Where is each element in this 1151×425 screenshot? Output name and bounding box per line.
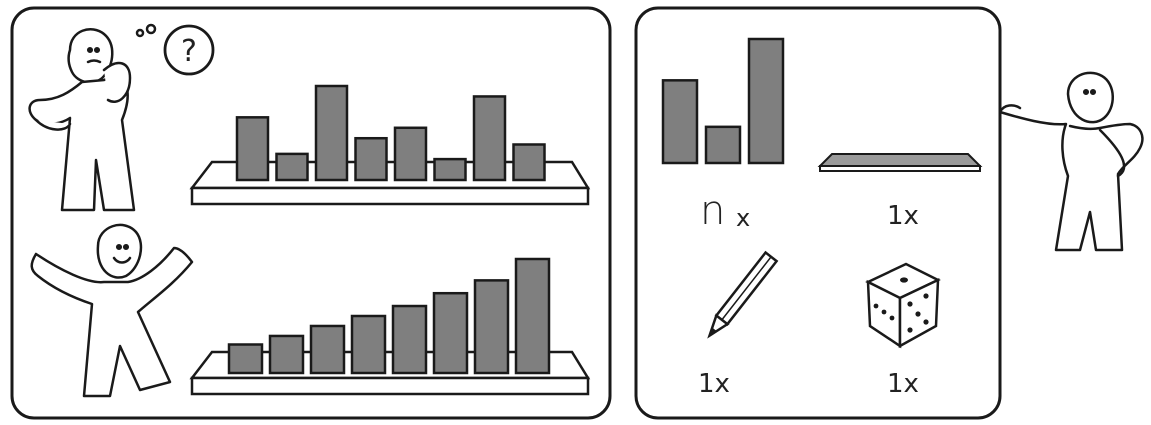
part-bar-2 <box>704 125 742 165</box>
bottom-bar-3 <box>309 324 346 375</box>
left-panel <box>10 6 612 420</box>
top-bar-1 <box>235 116 270 182</box>
top-bar-2 <box>275 152 309 182</box>
shelf-part <box>817 153 983 172</box>
bottom-bar-8 <box>514 257 551 375</box>
bottom-shelf-front <box>190 376 590 396</box>
dice-icon <box>865 262 941 349</box>
right-panel <box>634 6 1002 420</box>
top-bar-4 <box>354 136 388 182</box>
part-bar-3 <box>747 37 785 165</box>
bottom-bar-5 <box>391 304 428 375</box>
pencil-quantity: 1x <box>698 369 730 399</box>
bottom-bar-2 <box>268 334 305 375</box>
top-shelf-front <box>190 186 590 206</box>
shelf-quantity: 1x <box>887 201 919 231</box>
part-bar-1 <box>661 79 699 165</box>
bars-quantity-x: x <box>736 204 750 232</box>
bottom-bar-1 <box>227 343 264 375</box>
pencil-icon <box>707 250 779 339</box>
top-bar-8 <box>512 143 546 182</box>
parts-bars-group <box>661 37 785 165</box>
bottom-bar-4 <box>350 314 387 375</box>
dice-quantity: 1x <box>887 369 919 399</box>
top-bars-group <box>235 84 546 182</box>
top-bar-7 <box>472 95 507 182</box>
thought-bubble: ? <box>135 23 215 76</box>
bottom-bars-group <box>227 257 551 375</box>
top-bar-6 <box>433 157 467 182</box>
top-bar-3 <box>314 84 349 182</box>
presenter-person-figure <box>998 71 1144 252</box>
bottom-bar-7 <box>473 279 510 375</box>
thought-question-mark: ? <box>181 34 197 69</box>
top-bar-5 <box>393 126 428 182</box>
bottom-bar-6 <box>432 291 469 375</box>
happy-person-figure <box>30 223 194 398</box>
bars-quantity-n: n <box>700 188 725 234</box>
confused-person-figure <box>28 28 136 212</box>
